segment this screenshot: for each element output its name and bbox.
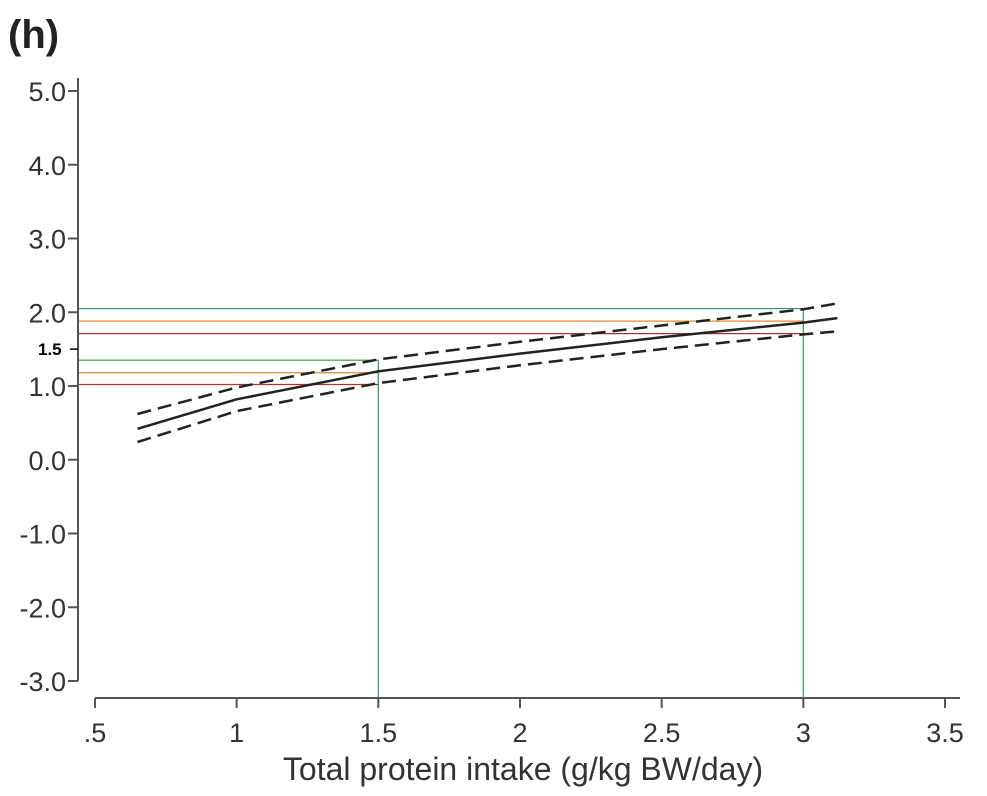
y-tick-label: 0.0 — [28, 446, 66, 476]
y-tick-label: 3.0 — [28, 225, 66, 255]
x-axis-label: Total protein intake (g/kg BW/day) — [283, 751, 763, 787]
x-tick-label: 1 — [229, 718, 244, 748]
x-tick-label: 3 — [796, 718, 811, 748]
y-tick-label: 4.0 — [28, 151, 66, 181]
y-tick-label: -2.0 — [19, 593, 66, 623]
y-tick-label: 2.0 — [28, 298, 66, 328]
x-tick-label: 2.5 — [643, 718, 681, 748]
x-tick-label: 2 — [512, 718, 527, 748]
reference-lines — [78, 307, 804, 698]
estimate-line — [137, 316, 838, 430]
y-annotation-label: 1.5 — [38, 340, 62, 359]
y-tick-label: -1.0 — [19, 520, 66, 550]
x-tick-label: 3.5 — [926, 718, 964, 748]
upper-ci-line — [137, 302, 838, 416]
panel-label: (h) — [8, 13, 59, 57]
series-group — [137, 302, 838, 444]
y-tick-label: 5.0 — [28, 77, 66, 107]
x-tick-label: .5 — [84, 718, 107, 748]
axes: 5.0 4.0 3.0 2.0 1.0 0.0 -1.0 -2.0 -3.0 .5 1 1.5 2 2.5… — [19, 77, 963, 748]
y-tick-label: -3.0 — [19, 667, 66, 697]
x-tick-label: 1.5 — [360, 718, 398, 748]
lower-ci-line — [137, 330, 838, 444]
y-tick-label: 1.0 — [28, 372, 66, 402]
